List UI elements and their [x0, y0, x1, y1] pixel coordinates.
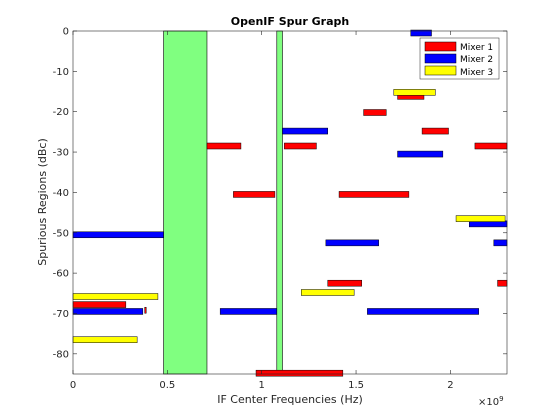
legend-swatch-mixer-1: [424, 41, 457, 52]
chart-title: OpenIF Spur Graph: [231, 15, 349, 28]
x-tick-label-3: 1.5: [348, 380, 364, 391]
spur-bar-mixer-2-6: [397, 150, 444, 158]
spur-bar-mixer-3-3: [393, 89, 436, 96]
spur-bar-mixer-1-12: [255, 369, 344, 377]
spur-bar-mixer-2-0: [72, 231, 164, 239]
spur-bar-mixer-2-5: [367, 308, 479, 315]
y-tick-label-2: -20: [53, 107, 69, 118]
clear-regions: [163, 30, 283, 375]
x-tick-label-4: 2: [447, 380, 453, 391]
legend: Mixer 1 Mixer 2 Mixer 3: [419, 37, 500, 80]
spur-bar-mixer-2-4: [325, 239, 379, 247]
spur-bar-mixer-1-7: [363, 109, 387, 116]
y-tick-label-3: -30: [53, 148, 69, 159]
spur-bar-mixer-2-3: [282, 127, 328, 135]
spur-bar-mixer-2-2: [219, 308, 278, 315]
spur-bar-mixer-3-2: [301, 289, 355, 296]
y-tick-label-6: -60: [53, 269, 69, 280]
x-tick-label-1: 0.5: [159, 380, 175, 391]
x-tick-label-2: 1: [259, 380, 265, 391]
spur-bar-mixer-1-6: [327, 279, 362, 287]
spur-bar-mixer-1-9: [421, 127, 449, 135]
spur-bar-mixer-3-1: [72, 336, 138, 343]
spur-bar-mixer-1-5: [338, 191, 410, 198]
plot-background: [73, 31, 507, 374]
x-axis-exponent-power: 9: [499, 395, 503, 403]
clear-region-0: [163, 30, 208, 375]
clear-region-1: [276, 30, 283, 375]
y-tick-label-8: -80: [53, 349, 69, 360]
y-axis-label: Spurious Regions (dBc): [36, 138, 49, 266]
spur-bar-mixer-1-0: [72, 301, 127, 308]
y-tick-label-7: -70: [53, 309, 69, 320]
spur-bar-mixer-2-9: [493, 239, 508, 247]
spur-bar-mixer-1-3: [233, 191, 276, 198]
x-axis-exponent-base: ×10: [478, 397, 499, 408]
legend-label-mixer-2: Mixer 2: [460, 55, 493, 65]
spur-bar-mixer-3-0: [72, 293, 159, 300]
axis-ticks: 0 0.5 1 1.5 2 0 -10 -20 -30 -40 -50 -60 -70 -80: [53, 27, 507, 391]
spur-bar-mixer-1-2: [206, 142, 242, 150]
spur-bar-mixer-1-10: [474, 142, 508, 150]
x-axis-label: IF Center Frequencies (Hz): [217, 393, 363, 406]
spur-bars: [72, 29, 508, 377]
spur-bar-mixer-1-11: [497, 279, 508, 287]
y-tick-label-4: -40: [53, 188, 69, 199]
y-tick-label-1: -10: [53, 67, 69, 78]
x-tick-label-0: 0: [70, 380, 76, 391]
y-tick-label-5: -50: [53, 228, 69, 239]
x-axis-exponent: ×109: [478, 395, 504, 408]
spur-bar-mixer-2-7: [410, 29, 432, 37]
spur-bar-mixer-3-4: [455, 215, 506, 222]
legend-label-mixer-3: Mixer 3: [460, 68, 493, 78]
spur-bar-mixer-1-4: [284, 142, 317, 150]
spur-bar-mixer-2-1: [72, 308, 144, 315]
legend-swatch-mixer-2: [424, 53, 457, 64]
legend-label-mixer-1: Mixer 1: [460, 43, 493, 53]
plot-frame: [72, 30, 508, 375]
y-tick-label-0: 0: [63, 27, 69, 38]
legend-swatch-mixer-3: [424, 65, 457, 76]
spur-bar-mixer-1-1: [144, 306, 147, 314]
